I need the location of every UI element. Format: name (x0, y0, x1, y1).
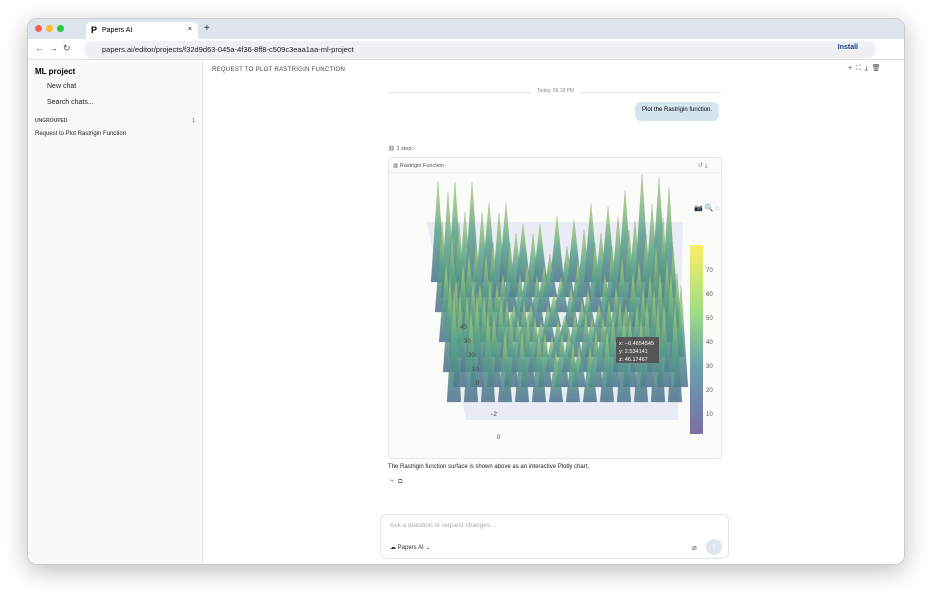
toolbar-icons[interactable]: + ⛶ ⤓ 🗑 (848, 65, 881, 72)
spike (667, 301, 683, 403)
sidebar: ML project New chat Search chats... UNGR… (28, 60, 203, 564)
timestamp: Today, 09:18 PM (531, 88, 581, 94)
project-name: ML project (35, 67, 76, 76)
spike (582, 343, 598, 403)
hover-line: x: −0.4654545 (619, 341, 654, 347)
spike (463, 305, 479, 403)
address-bar: ← → ↻ papers.ai/editor/projects/f32d9d63… (28, 39, 904, 60)
tab-close[interactable]: × (187, 26, 192, 33)
spike (553, 275, 569, 313)
card-actions[interactable]: ↺ ⤓ (698, 163, 708, 169)
z-tick: 0 (476, 381, 480, 387)
spike (548, 348, 564, 403)
spike (497, 326, 513, 403)
search-chats[interactable]: Search chats... (47, 99, 94, 106)
hover-line: y: 2.534141 (619, 349, 648, 355)
spike (559, 246, 575, 298)
reply-actions[interactable]: ⑂ ⧉ (390, 478, 403, 485)
colorbar-tick: 70 (706, 268, 713, 274)
colorbar (690, 245, 703, 434)
tab[interactable]: P Papers AI × (86, 22, 198, 39)
hover-line: z: 46.17467 (619, 357, 648, 363)
new-chat[interactable]: New chat (47, 83, 77, 90)
spike (531, 327, 547, 403)
max-dot[interactable] (57, 25, 64, 32)
spike (565, 340, 581, 403)
colorbar-tick: 60 (706, 292, 713, 298)
spike (480, 306, 496, 403)
hover-box (616, 337, 659, 363)
group-count: 1 (192, 118, 195, 124)
colorbar-tick: 30 (706, 364, 713, 370)
spike (570, 259, 586, 313)
colorbar-tick: 40 (706, 340, 713, 346)
spike (446, 285, 462, 403)
input-placeholder[interactable]: Ask a question or request changes... (390, 522, 496, 529)
install-button[interactable]: Install (837, 44, 858, 51)
min-dot[interactable] (46, 25, 53, 32)
z-tick: 30 (464, 339, 471, 345)
steps-label: 1 step (396, 146, 412, 152)
z-tick: 10 (472, 367, 479, 373)
model-name: Papers AI (397, 545, 424, 551)
x-tick: −2 (490, 412, 498, 418)
spike (529, 273, 545, 328)
spike (540, 303, 556, 343)
x-tick: 0 (497, 435, 501, 441)
group-label: UNGROUPED (35, 118, 68, 124)
spike (502, 243, 518, 313)
card-title: Rastrigin Function (399, 163, 445, 169)
user-message: Plot the Rastrigin function. (635, 102, 720, 121)
tab-title: Papers AI (102, 27, 133, 34)
url: papers.ai/editor/projects/f32d9d63-045a-… (102, 45, 354, 54)
model-selector[interactable]: ☁ Papers AI ⌄ (390, 545, 431, 551)
chat-title[interactable]: REQUEST TO PLOT RASTRIGIN FUNCTION (212, 67, 346, 73)
surface (430, 173, 689, 403)
colorbar-tick: 20 (706, 388, 713, 394)
send-button[interactable]: ↑ (706, 539, 722, 555)
steps[interactable]: ⛓ 1 step › (388, 146, 415, 152)
composer[interactable]: Ask a question or request changes... ☁ P… (380, 514, 729, 559)
url-field[interactable]: papers.ai/editor/projects/f32d9d63-045a-… (84, 41, 876, 58)
close-dot[interactable] (35, 25, 42, 32)
card-header: ▥ Rastrigin Function (393, 163, 445, 169)
new-tab[interactable]: + (204, 23, 210, 34)
assistant-reply: The Rastrigin function surface is shown … (388, 464, 590, 470)
spike (587, 243, 603, 313)
colorbar-tick: 50 (706, 316, 713, 322)
modebar[interactable]: 📷 🔍 ⌂ (694, 203, 720, 212)
spike (549, 216, 565, 283)
spike (514, 327, 530, 403)
surface-plot[interactable]: 📷 🔍 ⌂ 70 60 50 40 30 20 10 40 30 20 10 0 −2 0 x: −0.46… (388, 172, 722, 459)
tab-icon: P (91, 25, 98, 35)
chat-item[interactable]: Request to Plot Rastrigin Function (35, 131, 127, 137)
card-divider (389, 172, 723, 173)
browser-window: P Papers AI × + ← → ↻ papers.ai/editor/pro… (27, 18, 905, 565)
tab-bar: P Papers AI × + (28, 19, 904, 39)
z-tick: 40 (460, 325, 467, 331)
colorbar-tick: 10 (706, 412, 713, 418)
z-tick: 20 (468, 353, 475, 359)
attach[interactable]: ⌀ (692, 543, 697, 552)
nav-buttons[interactable]: ← → ↻ (35, 43, 71, 53)
spike (599, 327, 615, 403)
